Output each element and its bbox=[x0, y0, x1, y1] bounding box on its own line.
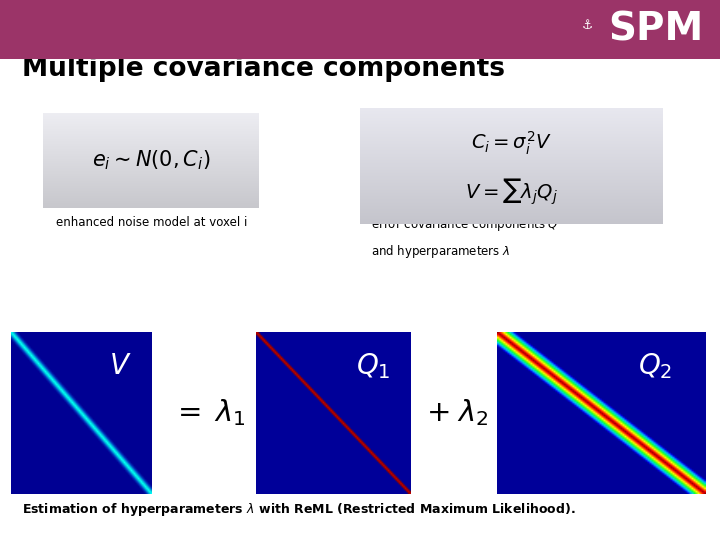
Text: enhanced noise model at voxel i: enhanced noise model at voxel i bbox=[55, 216, 247, 229]
Text: ⚓: ⚓ bbox=[582, 19, 593, 32]
Text: $e_i \sim N(0, C_i)$: $e_i \sim N(0, C_i)$ bbox=[92, 149, 210, 172]
Text: Multiple covariance components: Multiple covariance components bbox=[22, 56, 505, 82]
Text: Estimation of hyperparameters $\mathit{\lambda}$ with ReML (Restricted Maximum L: Estimation of hyperparameters $\mathit{\… bbox=[22, 502, 575, 518]
Text: SPM: SPM bbox=[608, 10, 703, 48]
Text: $V = \sum \lambda_j Q_j$: $V = \sum \lambda_j Q_j$ bbox=[465, 177, 557, 207]
Text: $V$: $V$ bbox=[109, 352, 132, 380]
Text: $Q_1$: $Q_1$ bbox=[356, 352, 390, 381]
Text: $=\;\lambda_1$: $=\;\lambda_1$ bbox=[172, 397, 246, 429]
Text: $+\;\lambda_2$: $+\;\lambda_2$ bbox=[426, 397, 488, 429]
Text: $Q_2$: $Q_2$ bbox=[639, 352, 672, 381]
Text: error covariance components $\mathit{Q}$: error covariance components $\mathit{Q}$ bbox=[371, 216, 559, 233]
Text: and hyperparameters $\mathit{\lambda}$: and hyperparameters $\mathit{\lambda}$ bbox=[371, 243, 510, 260]
Text: $C_i = \sigma_i^2 V$: $C_i = \sigma_i^2 V$ bbox=[471, 129, 552, 157]
Bar bbox=[0, 0, 720, 59]
